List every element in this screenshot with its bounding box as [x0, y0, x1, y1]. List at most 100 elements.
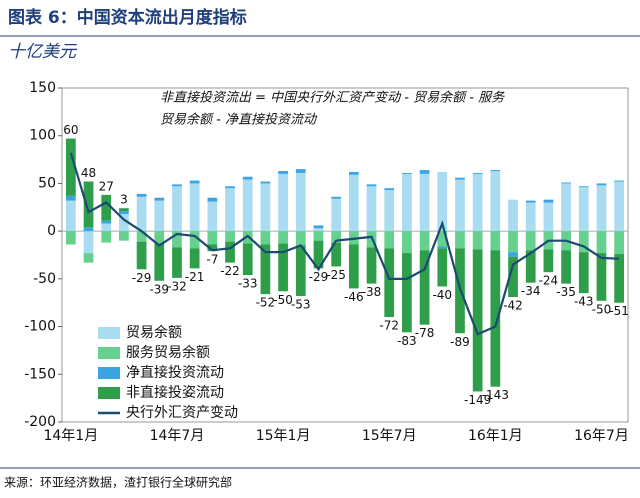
legend-swatch: [98, 367, 120, 379]
bar-segment: [101, 220, 112, 224]
bar-segment: [136, 193, 147, 197]
bar-segment: [225, 231, 235, 242]
bar-segment: [508, 231, 518, 253]
legend-label: 服务贸易余额: [126, 344, 210, 361]
bar-segment: [455, 231, 465, 249]
bar-segment: [136, 241, 147, 270]
bar-segment: [578, 186, 589, 188]
bar-segment: [331, 231, 342, 243]
bar-segment: [119, 213, 129, 232]
bar-segment: [119, 208, 129, 212]
bar-segment: [543, 199, 554, 203]
bar-segment: [508, 252, 518, 257]
bar-segment: [225, 241, 235, 263]
bar-segment: [65, 200, 76, 232]
data-label: -24: [539, 274, 559, 288]
data-label: -32: [167, 279, 187, 293]
bar-segment: [437, 231, 448, 247]
bar-segment: [525, 250, 536, 283]
bar-segment: [455, 177, 465, 180]
x-tick-label: 16年1月: [468, 428, 523, 444]
legend-label: 央行外汇资产变动: [126, 405, 238, 421]
bar-segment: [561, 182, 571, 184]
bar-segment: [561, 250, 571, 284]
data-label: -25: [326, 268, 346, 282]
y-tick-label: 0: [47, 223, 56, 239]
y-tick-label: -200: [24, 414, 56, 430]
y-tick-label: 50: [38, 175, 56, 191]
bar-segment: [348, 171, 359, 175]
bar-segment: [366, 186, 377, 232]
y-tick-label: 100: [29, 128, 56, 144]
legend-label: 贸易余额: [126, 324, 182, 341]
bar-segment: [278, 171, 288, 174]
data-label: -34: [521, 284, 541, 298]
x-tick-label: 15年1月: [256, 428, 311, 444]
bar-segment: [101, 194, 112, 221]
data-label: -35: [556, 285, 576, 299]
legend-label: 净直接投资流动: [126, 364, 224, 381]
data-label: -7: [206, 253, 218, 267]
bar-segment: [189, 231, 200, 249]
bar-segment: [402, 231, 412, 254]
bar-segment: [543, 202, 554, 232]
bar-segment: [614, 254, 625, 303]
legend-swatch: [98, 387, 120, 399]
y-tick-label: 150: [29, 80, 56, 96]
bar-segment: [578, 252, 589, 294]
bar-segment: [437, 246, 448, 249]
bar-segment: [596, 231, 607, 254]
bar-segment: [331, 242, 342, 267]
bar-segment: [561, 183, 571, 232]
bar-segment: [172, 231, 182, 248]
data-label: -149: [464, 393, 491, 407]
bar-segment: [348, 244, 359, 289]
data-label: -143: [482, 388, 509, 402]
data-label: -72: [379, 319, 399, 333]
bar-segment: [366, 184, 377, 187]
data-label: -22: [220, 264, 240, 278]
bar-segment: [242, 179, 253, 232]
bar-segment: [437, 171, 448, 232]
bar-segment: [189, 183, 200, 232]
bar-segment: [525, 202, 536, 232]
bar-segment: [119, 211, 129, 214]
bar-segment: [614, 181, 625, 232]
bar-segment: [260, 231, 271, 245]
bar-segment: [596, 185, 607, 232]
bar-segment: [419, 170, 430, 174]
bar-segment: [295, 231, 306, 246]
bar-segment: [278, 173, 288, 232]
bar-segment: [543, 249, 554, 273]
bar-segment: [154, 243, 165, 281]
bar-segment: [83, 253, 94, 263]
data-label: -42: [503, 298, 523, 312]
bar-segment: [472, 249, 483, 392]
bar-segment: [207, 231, 218, 245]
data-label: -50: [273, 293, 293, 307]
bar-segment: [278, 243, 288, 292]
bar-segment: [490, 250, 501, 387]
annotation: 贸易余额 - 净直接投资流动: [160, 112, 318, 128]
bar-segment: [331, 198, 342, 232]
bar-segment: [614, 231, 625, 255]
bar-segment: [260, 244, 271, 295]
bar-segment: [472, 173, 483, 232]
bar-segment: [419, 173, 430, 232]
bar-segment: [295, 169, 306, 173]
y-tick-label: -150: [24, 366, 56, 382]
x-tick-label: 14年1月: [43, 428, 98, 444]
bar-segment: [242, 243, 253, 276]
x-tick-label: 16年7月: [574, 428, 629, 444]
bar-segment: [101, 223, 112, 232]
bar-segment: [472, 231, 483, 250]
bar-segment: [384, 231, 395, 249]
data-label: 3: [120, 193, 128, 207]
data-label: -33: [238, 277, 258, 291]
bar-segment: [490, 171, 501, 232]
x-tick-label: 15年7月: [362, 428, 417, 444]
data-label: -29: [132, 271, 152, 285]
bar-segment: [313, 240, 324, 269]
bar-segment: [260, 181, 271, 184]
